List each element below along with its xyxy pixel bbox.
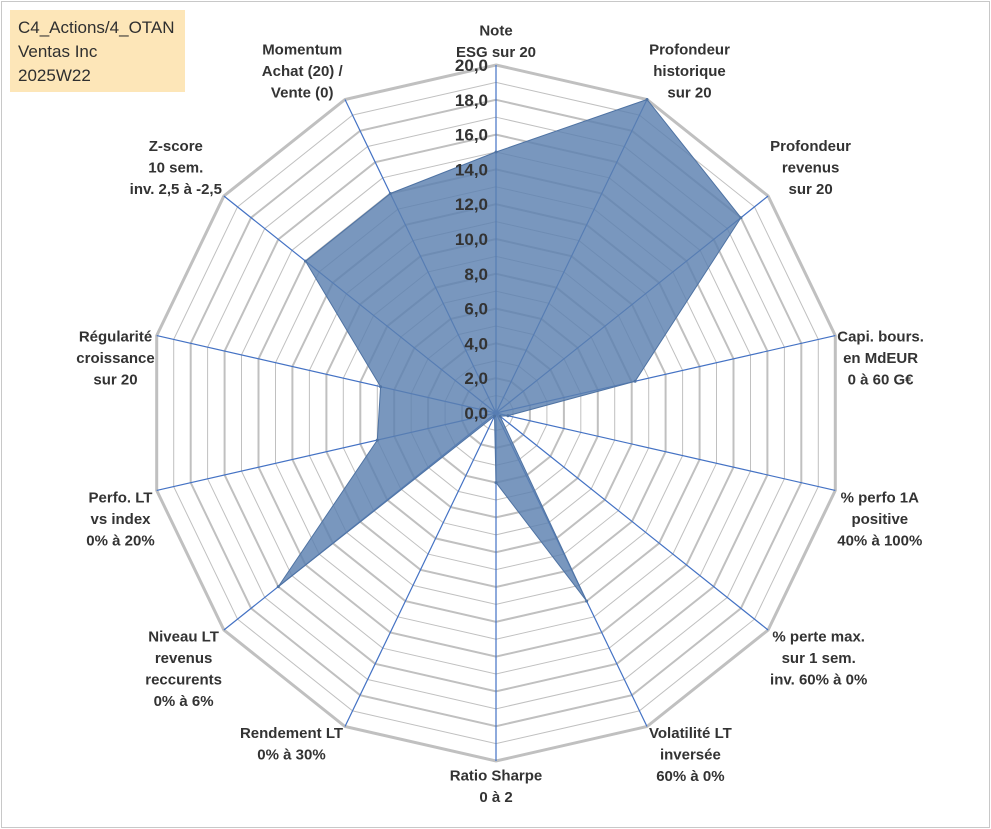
series-point-regularite-croissance (379, 385, 383, 389)
info-box: C4_Actions/4_OTAN Ventas Inc 2025W22 (10, 10, 185, 92)
series-point-profondeur-revenus (739, 216, 743, 220)
axis-label-line: 10 sem. (148, 160, 203, 177)
info-portfolio: C4_Actions/4_OTAN (18, 18, 175, 37)
axis-label-line: Z-score (149, 138, 203, 155)
spoke-perfo-1a (495, 412, 836, 491)
series-point-perfo-1a (506, 414, 510, 418)
axis-label-line: inv. 60% à 0% (770, 672, 867, 689)
tick-label: 12,0 (455, 195, 488, 214)
series-point-volatilite-lt (585, 599, 589, 603)
axis-label-perfo-1a: % perfo 1A positive 40% à 100% (837, 490, 922, 550)
tick-label: 20,0 (455, 56, 488, 75)
axis-label-line: Capi. bours. (837, 328, 924, 345)
tick-label: 2,0 (464, 369, 488, 388)
axis-label-line: Perfo. LT (89, 490, 153, 507)
axis-label-z-score: Z-score 10 sem. inv. 2,5 à -2,5 (130, 138, 222, 198)
spoke-perte-max (495, 412, 769, 631)
series-point-perfo-lt-index (375, 438, 379, 442)
radar-series (276, 98, 743, 603)
tick-label: 6,0 (464, 300, 488, 319)
axis-label-line: reccurents (145, 672, 222, 689)
spoke-rendement-lt (344, 412, 497, 727)
axis-label-line: revenus (155, 650, 213, 667)
series-point-momentum (388, 192, 392, 195)
series-point-ratio-sharpe (494, 481, 498, 485)
axis-label-line: vs index (90, 511, 151, 528)
axis-label-line: Niveau LT (148, 629, 219, 646)
axis-label-note-esg: Note ESG sur 20 (456, 23, 536, 62)
series-point-niveau-lt-revenus (276, 585, 280, 589)
axis-label-line: 0% à 6% (154, 693, 214, 710)
series-point-z-score (304, 259, 307, 263)
axis-label-line: Profondeur (770, 138, 851, 155)
axis-label-profondeur-revenus: Profondeur revenus sur 20 (770, 138, 851, 198)
series-point-perte-max (498, 414, 502, 418)
info-week: 2025W22 (18, 66, 91, 85)
axis-label-line: 0% à 20% (86, 533, 154, 550)
axis-label-line: sur 1 sem. (782, 650, 856, 667)
axis-label-line: 0% à 30% (257, 747, 325, 764)
axis-label-line: inversée (660, 747, 721, 764)
axis-label-line: Momentum (262, 42, 342, 59)
axis-label-perfo-lt-index: Perfo. LT vs index 0% à 20% (86, 490, 154, 550)
axis-label-line: Volatilité LT (649, 725, 732, 742)
radar-axis-labels: Note ESG sur 20 Profondeur historique sur 20… (76, 23, 924, 807)
tick-label: 0,0 (464, 404, 488, 423)
axis-label-niveau-lt-revenus: Niveau LT revenus reccurents 0% à 6% (145, 629, 222, 711)
axis-label-line: en MdEUR (843, 350, 918, 367)
axis-label-line: 0 à 2 (479, 789, 512, 806)
axis-label-line: Profondeur (649, 42, 730, 59)
axis-label-perte-max: % perte max. sur 1 sem. inv. 60% à 0% (770, 629, 867, 689)
axis-label-line: Ratio Sharpe (450, 768, 543, 785)
series-point-capi-bours (633, 379, 637, 383)
axis-label-line: revenus (782, 160, 840, 177)
axis-label-line: Rendement LT (240, 725, 343, 742)
tick-label: 10,0 (455, 230, 488, 249)
tick-label: 14,0 (455, 160, 488, 179)
series-point-rendement-lt (493, 414, 496, 418)
axis-label-ratio-sharpe: Ratio Sharpe 0 à 2 (450, 768, 543, 807)
axis-label-profondeur-historique: Profondeur historique sur 20 (649, 42, 730, 102)
axis-label-line: inv. 2,5 à -2,5 (130, 181, 222, 198)
axis-label-line: sur 20 (93, 371, 137, 388)
tick-label: 4,0 (464, 334, 488, 353)
series-area-0 (277, 98, 742, 602)
axis-label-line: % perfo 1A (841, 490, 920, 507)
axis-label-line: 40% à 100% (837, 533, 922, 550)
info-company: Ventas Inc (18, 42, 98, 61)
axis-label-line: ESG sur 20 (456, 44, 536, 61)
series-point-profondeur-historique (645, 98, 649, 101)
axis-label-momentum: Momentum Achat (20) / Vente (0) (262, 42, 344, 102)
axis-label-line: positive (851, 511, 908, 528)
axis-label-line: sur 20 (667, 85, 711, 102)
series-point-note-esg (494, 150, 498, 154)
tick-label: 8,0 (464, 265, 488, 284)
axis-label-capi-bours: Capi. bours. en MdEUR 0 à 60 G€ (837, 328, 924, 388)
axis-label-line: croissance (76, 350, 154, 367)
axis-label-volatilite-lt: Volatilité LT inversée 60% à 0% (649, 725, 732, 785)
axis-label-line: sur 20 (788, 181, 832, 198)
axis-label-line: 0 à 60 G€ (848, 371, 915, 388)
axis-label-line: 60% à 0% (656, 768, 724, 785)
axis-label-line: Vente (0) (271, 85, 334, 102)
axis-label-line: Achat (20) / (262, 63, 344, 80)
axis-label-line: % perte max. (772, 629, 865, 646)
tick-label: 18,0 (455, 91, 488, 110)
axis-label-rendement-lt: Rendement LT 0% à 30% (240, 725, 343, 764)
tick-label: 16,0 (455, 126, 488, 145)
radar-tick-labels: 0,0 2,0 4,0 6,0 8,0 10,0 12,0 14,0 16,0 18,0 20,0 (455, 56, 488, 423)
axis-label-line: Régularité (79, 328, 152, 345)
axis-label-line: Note (479, 23, 512, 40)
axis-label-regularite-croissance: Régularité croissance sur 20 (76, 328, 154, 388)
axis-label-line: historique (653, 63, 726, 80)
